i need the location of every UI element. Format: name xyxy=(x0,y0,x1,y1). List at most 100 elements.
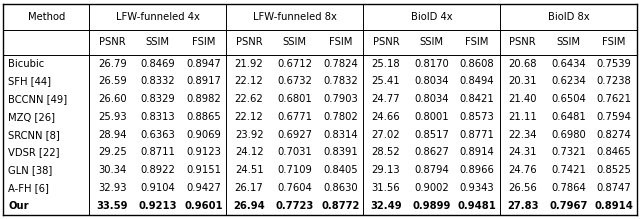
Text: 0.6712: 0.6712 xyxy=(277,59,312,69)
Text: 0.7723: 0.7723 xyxy=(276,201,314,211)
Text: 0.8034: 0.8034 xyxy=(414,76,449,87)
Text: 0.8001: 0.8001 xyxy=(414,112,449,122)
Text: 0.6732: 0.6732 xyxy=(277,76,312,87)
Text: 28.94: 28.94 xyxy=(98,130,127,140)
Text: PSNR: PSNR xyxy=(509,37,536,47)
Text: 0.8517: 0.8517 xyxy=(414,130,449,140)
Text: 0.9213: 0.9213 xyxy=(139,201,177,211)
Text: 27.83: 27.83 xyxy=(507,201,538,211)
Text: 0.8405: 0.8405 xyxy=(323,165,358,175)
Text: 0.9151: 0.9151 xyxy=(186,165,221,175)
Text: 0.9601: 0.9601 xyxy=(184,201,223,211)
Text: 26.17: 26.17 xyxy=(235,183,264,193)
Text: 0.7321: 0.7321 xyxy=(551,147,586,157)
Text: GLN [38]: GLN [38] xyxy=(8,165,52,175)
Text: 0.8421: 0.8421 xyxy=(460,94,495,104)
Text: SRCNN [8]: SRCNN [8] xyxy=(8,130,60,140)
Text: 0.8630: 0.8630 xyxy=(323,183,358,193)
Text: BCCNN [49]: BCCNN [49] xyxy=(8,94,67,104)
Text: PSNR: PSNR xyxy=(372,37,399,47)
Text: 27.02: 27.02 xyxy=(372,130,400,140)
Text: 0.7238: 0.7238 xyxy=(596,76,632,87)
Text: 0.6504: 0.6504 xyxy=(551,94,586,104)
Text: 0.8525: 0.8525 xyxy=(596,165,632,175)
Text: 0.8917: 0.8917 xyxy=(186,76,221,87)
Text: 0.6771: 0.6771 xyxy=(277,112,312,122)
Text: 0.8771: 0.8771 xyxy=(460,130,495,140)
Text: 24.77: 24.77 xyxy=(372,94,400,104)
Text: 0.9481: 0.9481 xyxy=(458,201,497,211)
Text: 0.7967: 0.7967 xyxy=(549,201,588,211)
Text: Bicubic: Bicubic xyxy=(8,59,45,69)
Text: 0.8314: 0.8314 xyxy=(323,130,358,140)
Text: 0.6363: 0.6363 xyxy=(140,130,175,140)
Text: 29.13: 29.13 xyxy=(372,165,400,175)
Text: 22.12: 22.12 xyxy=(235,76,264,87)
Text: SSIM: SSIM xyxy=(420,37,444,47)
Text: 0.9899: 0.9899 xyxy=(412,201,451,211)
Text: 21.11: 21.11 xyxy=(508,112,537,122)
Text: 0.8608: 0.8608 xyxy=(460,59,495,69)
Text: 25.18: 25.18 xyxy=(372,59,400,69)
Text: 0.9343: 0.9343 xyxy=(460,183,495,193)
Text: PSNR: PSNR xyxy=(99,37,125,47)
Text: FSIM: FSIM xyxy=(602,37,626,47)
Text: 32.93: 32.93 xyxy=(98,183,127,193)
Text: 0.7864: 0.7864 xyxy=(551,183,586,193)
Text: PSNR: PSNR xyxy=(236,37,262,47)
Text: 26.79: 26.79 xyxy=(98,59,127,69)
Text: 0.8329: 0.8329 xyxy=(140,94,175,104)
Text: 0.7824: 0.7824 xyxy=(323,59,358,69)
Text: 0.7802: 0.7802 xyxy=(323,112,358,122)
Text: 0.8034: 0.8034 xyxy=(414,94,449,104)
Text: 0.8947: 0.8947 xyxy=(186,59,221,69)
Text: 0.6801: 0.6801 xyxy=(277,94,312,104)
Text: 28.52: 28.52 xyxy=(372,147,400,157)
Text: 0.8982: 0.8982 xyxy=(186,94,221,104)
Text: 0.7421: 0.7421 xyxy=(551,165,586,175)
Text: SFH [44]: SFH [44] xyxy=(8,76,51,87)
Text: 24.31: 24.31 xyxy=(509,147,537,157)
Text: 0.8772: 0.8772 xyxy=(321,201,360,211)
Text: 0.8914: 0.8914 xyxy=(595,201,634,211)
Text: 0.8313: 0.8313 xyxy=(141,112,175,122)
Text: 20.31: 20.31 xyxy=(509,76,537,87)
Text: 0.6980: 0.6980 xyxy=(551,130,586,140)
Text: 0.7031: 0.7031 xyxy=(277,147,312,157)
Text: 33.59: 33.59 xyxy=(97,201,128,211)
Text: Method: Method xyxy=(28,12,65,22)
Text: 0.8914: 0.8914 xyxy=(460,147,495,157)
Text: 23.92: 23.92 xyxy=(235,130,264,140)
Text: 22.34: 22.34 xyxy=(509,130,537,140)
Text: 0.9104: 0.9104 xyxy=(140,183,175,193)
Text: 0.9123: 0.9123 xyxy=(186,147,221,157)
Text: 24.51: 24.51 xyxy=(235,165,264,175)
Text: 0.8469: 0.8469 xyxy=(140,59,175,69)
Text: BioID 4x: BioID 4x xyxy=(411,12,452,22)
Text: SSIM: SSIM xyxy=(283,37,307,47)
Text: A-FH [6]: A-FH [6] xyxy=(8,183,49,193)
Text: LFW-funneled 4x: LFW-funneled 4x xyxy=(116,12,200,22)
Text: MZQ [26]: MZQ [26] xyxy=(8,112,55,122)
Text: 22.12: 22.12 xyxy=(235,112,264,122)
Text: 0.7903: 0.7903 xyxy=(323,94,358,104)
Text: 24.66: 24.66 xyxy=(372,112,400,122)
Text: 0.8865: 0.8865 xyxy=(186,112,221,122)
Text: 0.6434: 0.6434 xyxy=(551,59,586,69)
Text: 0.6481: 0.6481 xyxy=(551,112,586,122)
Text: 32.49: 32.49 xyxy=(370,201,402,211)
Text: 0.6234: 0.6234 xyxy=(551,76,586,87)
Text: VDSR [22]: VDSR [22] xyxy=(8,147,60,157)
Text: 0.8465: 0.8465 xyxy=(596,147,632,157)
Text: 0.8332: 0.8332 xyxy=(141,76,175,87)
Text: 0.8391: 0.8391 xyxy=(323,147,358,157)
Text: 26.59: 26.59 xyxy=(98,76,127,87)
Text: 26.94: 26.94 xyxy=(233,201,265,211)
Text: Our: Our xyxy=(8,201,29,211)
Text: LFW-funneled 8x: LFW-funneled 8x xyxy=(253,12,337,22)
Text: 0.6927: 0.6927 xyxy=(277,130,312,140)
Text: BioID 8x: BioID 8x xyxy=(548,12,589,22)
Text: 22.62: 22.62 xyxy=(235,94,264,104)
Text: 0.7109: 0.7109 xyxy=(277,165,312,175)
Text: FSIM: FSIM xyxy=(465,37,489,47)
